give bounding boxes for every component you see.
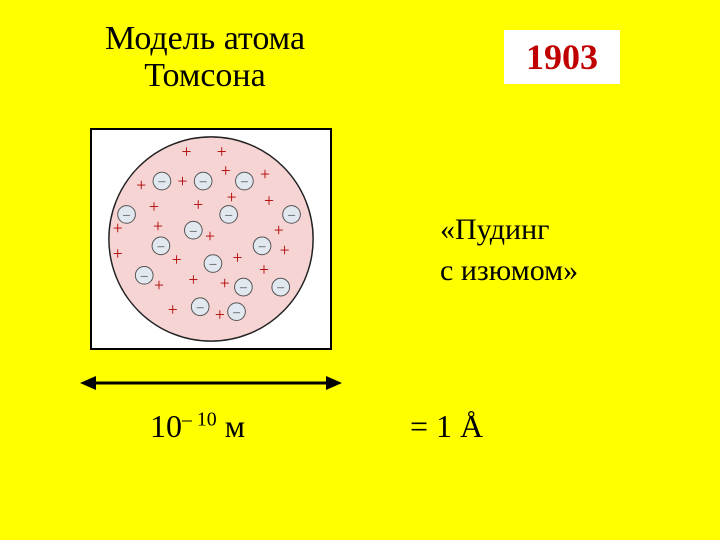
plus-charge: + — [181, 142, 191, 162]
electron-minus: – — [196, 299, 204, 314]
atom-diagram: ++++++++++++++++++++++++––––––––––––––– — [92, 130, 330, 348]
plus-charge: + — [149, 197, 159, 217]
electron-minus: – — [189, 222, 197, 237]
plus-charge: + — [172, 250, 182, 270]
electron-minus: – — [239, 279, 247, 294]
nickname-line2: с изюмом» — [440, 254, 578, 287]
atom-diagram-box: ++++++++++++++++++++++++––––––––––––––– — [90, 128, 332, 350]
plus-charge: + — [217, 142, 227, 162]
electron-minus: – — [156, 238, 164, 253]
plus-charge: + — [274, 220, 284, 240]
plus-charge: + — [168, 300, 178, 320]
scale-base: 10 — [150, 408, 182, 444]
electron-minus: – — [140, 267, 148, 282]
angstrom-label: = 1 Å — [410, 408, 483, 445]
electron-minus: – — [287, 207, 295, 222]
plus-charge: + — [178, 171, 188, 191]
nickname-label: «Пудинг с изюмом» — [440, 210, 578, 291]
plus-charge: + — [154, 275, 164, 295]
scale-unit: м — [225, 408, 245, 444]
plus-charge: + — [221, 160, 231, 180]
plus-charge: + — [260, 164, 270, 184]
plus-charge: + — [227, 187, 237, 207]
title: Модель атома Томсона — [60, 20, 350, 95]
electron-minus: – — [209, 256, 217, 271]
plus-charge: + — [259, 259, 269, 279]
plus-charge: + — [233, 248, 243, 268]
plus-charge: + — [193, 195, 203, 215]
scale-arrow — [80, 370, 342, 396]
electron-minus: – — [157, 173, 165, 188]
plus-charge: + — [264, 191, 274, 211]
electron-minus: – — [224, 207, 232, 222]
plus-charge: + — [280, 240, 290, 260]
plus-charge: + — [153, 216, 163, 236]
plus-charge: + — [215, 305, 225, 325]
scale-exp: – 10 — [182, 408, 217, 430]
electron-minus: – — [240, 173, 248, 188]
plus-charge: + — [188, 269, 198, 289]
scale-label: 10– 10 м — [150, 408, 245, 445]
electron-minus: – — [276, 279, 284, 294]
nickname-line1: «Пудинг — [440, 213, 549, 246]
plus-charge: + — [205, 226, 215, 246]
electron-minus: – — [258, 238, 266, 253]
electron-minus: – — [199, 173, 207, 188]
electron-minus: – — [122, 207, 130, 222]
year-badge: 1903 — [504, 30, 620, 84]
electron-minus: – — [232, 304, 240, 319]
plus-charge: + — [220, 273, 230, 293]
plus-charge: + — [113, 244, 123, 264]
plus-charge: + — [136, 175, 146, 195]
